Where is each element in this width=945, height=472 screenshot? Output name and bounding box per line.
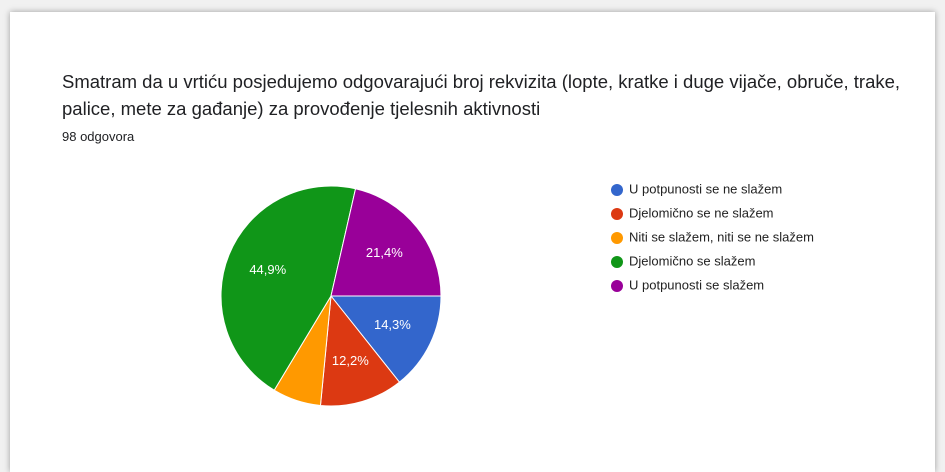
chart: 14,3% 12,2% 44,9% 21,4% U potpunosti se ne s… — [220, 181, 814, 407]
legend-marker — [611, 232, 623, 244]
legend-label: Djelomično se ne slažem — [629, 205, 774, 220]
pie-slice — [220, 185, 357, 391]
legend-label: U potpunosti se slažem — [629, 277, 764, 292]
slice-label: 21,4% — [366, 245, 403, 260]
pie-slice — [330, 188, 442, 297]
legend-label: Niti se slažem, niti se ne slažem — [629, 229, 814, 244]
slice-label: 14,3% — [374, 317, 411, 332]
legend-label: Djelomično se slažem — [629, 253, 755, 268]
slice-label: 12,2% — [332, 353, 369, 368]
legend-marker — [611, 256, 623, 268]
legend-marker — [611, 208, 623, 220]
legend-marker — [611, 280, 623, 292]
pie-slice — [319, 294, 401, 407]
card: Smatram da u vrtiću posjedujemo odgovara… — [10, 12, 935, 472]
chart-title: Smatram da u vrtiću posjedujemo odgovara… — [62, 71, 901, 119]
slice-label: 44,9% — [249, 262, 286, 277]
pie-slice — [329, 295, 442, 383]
legend-label: U potpunosti se ne slažem — [629, 181, 782, 196]
chart-subtitle: 98 odgovora — [62, 129, 135, 144]
legend-marker — [611, 184, 623, 196]
